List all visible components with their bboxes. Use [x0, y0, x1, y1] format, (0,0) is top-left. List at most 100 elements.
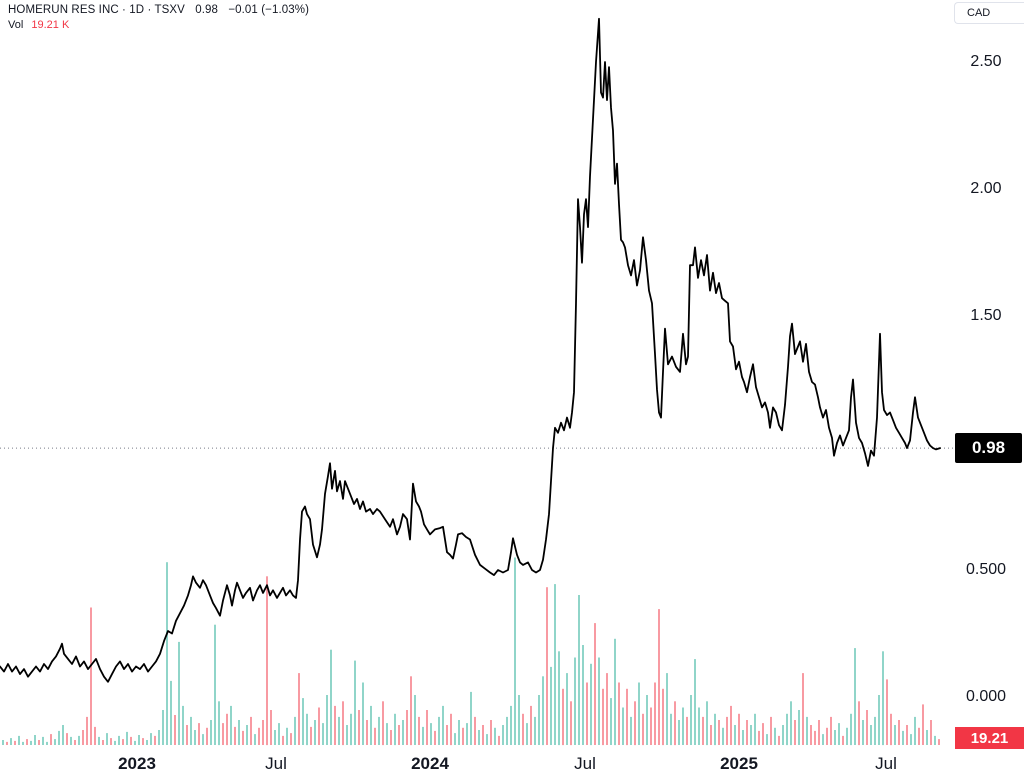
- volume-bar: [578, 595, 580, 745]
- volume-bar: [186, 725, 188, 745]
- volume-bar: [854, 648, 856, 745]
- volume-bar: [846, 727, 848, 745]
- volume-bar: [18, 735, 20, 745]
- volume-bar: [58, 730, 60, 745]
- volume-bar: [210, 720, 212, 745]
- volume-bar: [878, 695, 880, 745]
- volume-bar: [310, 726, 312, 745]
- volume-bar: [726, 716, 728, 745]
- volume-bar: [354, 660, 356, 745]
- volume-bar: [270, 710, 272, 745]
- volume-bar: [274, 730, 276, 745]
- volume-bar: [514, 557, 516, 745]
- volume-bar: [774, 727, 776, 745]
- volume-bar: [170, 680, 172, 745]
- time-tick-label: 2025: [720, 754, 758, 773]
- volume-bar: [718, 720, 720, 745]
- volume-bar: [378, 716, 380, 745]
- volume-bar: [786, 713, 788, 746]
- volume-bar: [234, 726, 236, 745]
- volume-bar: [642, 713, 644, 746]
- volume-bar: [466, 723, 468, 745]
- volume-bar: [830, 716, 832, 745]
- volume-bar: [62, 725, 64, 745]
- volume-bar: [54, 739, 56, 745]
- volume-bar: [558, 651, 560, 746]
- volume-bar: [674, 701, 676, 746]
- volume-bar: [650, 707, 652, 745]
- volume-bar: [246, 725, 248, 745]
- volume-bar: [818, 720, 820, 745]
- volume-bar: [30, 740, 32, 745]
- volume-row[interactable]: Vol 19.21 K: [8, 18, 69, 32]
- volume-bar: [458, 720, 460, 745]
- symbol-title: HOMERUN RES INC · 1D · TSXV: [8, 4, 185, 16]
- currency-button[interactable]: CAD: [954, 2, 1024, 24]
- volume-bar: [198, 723, 200, 745]
- volume-bar: [338, 716, 340, 745]
- volume-bar: [114, 740, 116, 745]
- volume-bar: [38, 740, 40, 745]
- last-price-badge-label: 0.98: [971, 438, 1006, 458]
- volume-bar: [690, 695, 692, 745]
- volume-bar: [294, 716, 296, 745]
- volume-bar: [550, 666, 552, 745]
- volume-bar: [686, 716, 688, 745]
- volume-bar: [570, 701, 572, 746]
- volume-bar: [478, 730, 480, 745]
- time-tick-label: Jul: [574, 754, 596, 773]
- volume-bar: [594, 623, 596, 745]
- volume-bar: [14, 740, 16, 745]
- price-tick-label: 2.00: [970, 180, 1002, 197]
- volume-bar: [698, 707, 700, 745]
- volume-bar: [790, 701, 792, 746]
- volume-bar: [166, 562, 168, 745]
- volume-bar: [850, 713, 852, 746]
- volume-bar: [590, 663, 592, 746]
- volume-bar: [670, 713, 672, 746]
- last-volume-badge-label: 19.21: [970, 729, 1009, 747]
- volume-bar: [158, 730, 160, 745]
- volume-bar: [710, 725, 712, 745]
- volume-bar: [742, 730, 744, 745]
- volume-bar: [138, 735, 140, 745]
- volume-bar: [446, 725, 448, 745]
- volume-bar: [222, 723, 224, 745]
- volume-bar: [534, 716, 536, 745]
- volume-bar: [802, 673, 804, 745]
- currency-button-label: CAD: [967, 7, 991, 19]
- volume-bar: [298, 673, 300, 745]
- symbol-info-bar[interactable]: HOMERUN RES INC · 1D · TSXV 0.98 −0.01 (…: [8, 3, 309, 18]
- volume-bar: [430, 723, 432, 745]
- volume-bar: [2, 740, 4, 745]
- last-price-text: 0.98: [195, 4, 219, 16]
- volume-bar: [318, 707, 320, 745]
- volume-bar: [518, 695, 520, 745]
- volume-bar: [426, 710, 428, 745]
- volume-bar: [358, 710, 360, 745]
- volume-bar: [406, 710, 408, 745]
- volume-bar: [250, 716, 252, 745]
- volume-bar: [914, 716, 916, 745]
- volume-bar: [374, 727, 376, 745]
- volume-bar: [502, 725, 504, 745]
- price-axis[interactable]: 2.50 2.00 1.50 0.500 0.000: [954, 0, 1024, 750]
- volume-bar: [178, 641, 180, 745]
- volume-bar: [626, 688, 628, 746]
- volume-value: 19.21 K: [31, 19, 70, 31]
- volume-bar: [506, 716, 508, 745]
- volume-bar: [606, 673, 608, 745]
- volume-bar: [902, 730, 904, 745]
- volume-bar: [142, 738, 144, 745]
- volume-bar: [282, 735, 284, 745]
- volume-bar: [938, 739, 940, 745]
- volume-bar: [442, 705, 444, 745]
- time-tick-label: 2024: [411, 754, 449, 773]
- volume-bar: [66, 733, 68, 745]
- volume-bar: [598, 657, 600, 745]
- volume-bar: [350, 713, 352, 746]
- time-axis[interactable]: 2023 Jul 2024 Jul 2025 Jul: [0, 750, 1024, 777]
- volume-bar: [562, 688, 564, 746]
- volume-bar: [106, 733, 108, 745]
